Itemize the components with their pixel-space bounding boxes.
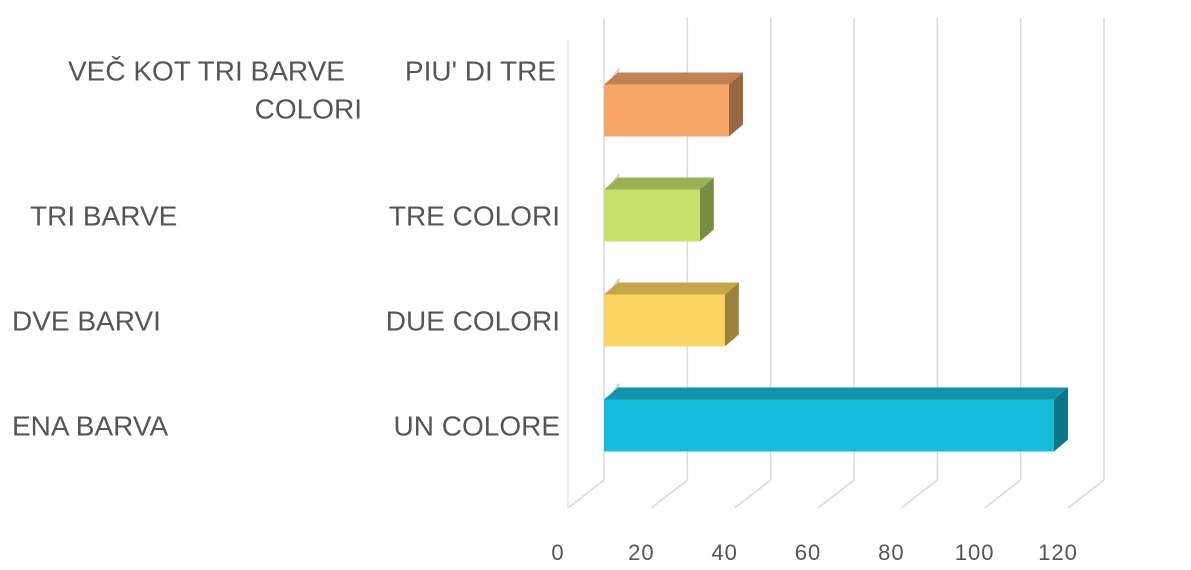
bars xyxy=(604,68,1068,452)
gridline-floor xyxy=(1067,479,1105,509)
category-labels: UN COLORE ENA BARVA DUE COLORI DVE BARVI TRE… xyxy=(12,56,560,442)
x-tick-label: 20 xyxy=(628,540,654,565)
bar-top-face xyxy=(604,282,739,295)
bar-front-face xyxy=(604,189,700,242)
x-tick-label: 60 xyxy=(795,540,821,565)
category-label-slovene: ENA BARVA xyxy=(12,411,168,442)
bar-side-face xyxy=(1054,387,1068,452)
category-label-slovene: DVE BARVI xyxy=(12,306,161,337)
category-label-slovene: TRI BARVE xyxy=(30,201,177,232)
gridline-floor xyxy=(734,479,772,509)
x-tick-label: 40 xyxy=(711,540,737,565)
x-axis-ticks: 0 20 40 60 80 100 120 xyxy=(551,540,1078,565)
bar-front-face xyxy=(604,84,729,137)
bar-front-face xyxy=(604,294,725,347)
bar xyxy=(604,383,1068,452)
category-label-italian: DUE COLORI xyxy=(386,306,560,337)
gridline-floor xyxy=(984,479,1022,509)
bar-top-face xyxy=(604,72,743,85)
bar xyxy=(604,173,714,242)
bar xyxy=(604,68,743,137)
x-tick-label: 80 xyxy=(878,540,904,565)
bar-side-face xyxy=(699,177,714,242)
category-label-slovene: VEČ KOT TRI BARVE xyxy=(68,56,345,87)
bar-side-face xyxy=(724,282,739,347)
category-label-italian: TRE COLORI xyxy=(389,201,560,232)
gridline-floor xyxy=(817,479,855,509)
gridline-floor xyxy=(650,479,688,509)
gridline-floor xyxy=(900,479,938,509)
bar-top-face xyxy=(604,177,714,190)
x-tick-label: 120 xyxy=(1038,540,1078,565)
category-label-italian: PIU' DI TRE COLORI xyxy=(255,56,556,125)
x-tick-label: 0 xyxy=(551,540,564,565)
category-label-italian: UN COLORE xyxy=(394,411,560,442)
bar xyxy=(604,278,739,347)
gridline-floor xyxy=(567,479,605,509)
bar-front-face xyxy=(604,399,1054,452)
bar-side-face xyxy=(729,72,743,137)
bar-top-face xyxy=(604,387,1068,400)
x-tick-label: 100 xyxy=(955,540,995,565)
